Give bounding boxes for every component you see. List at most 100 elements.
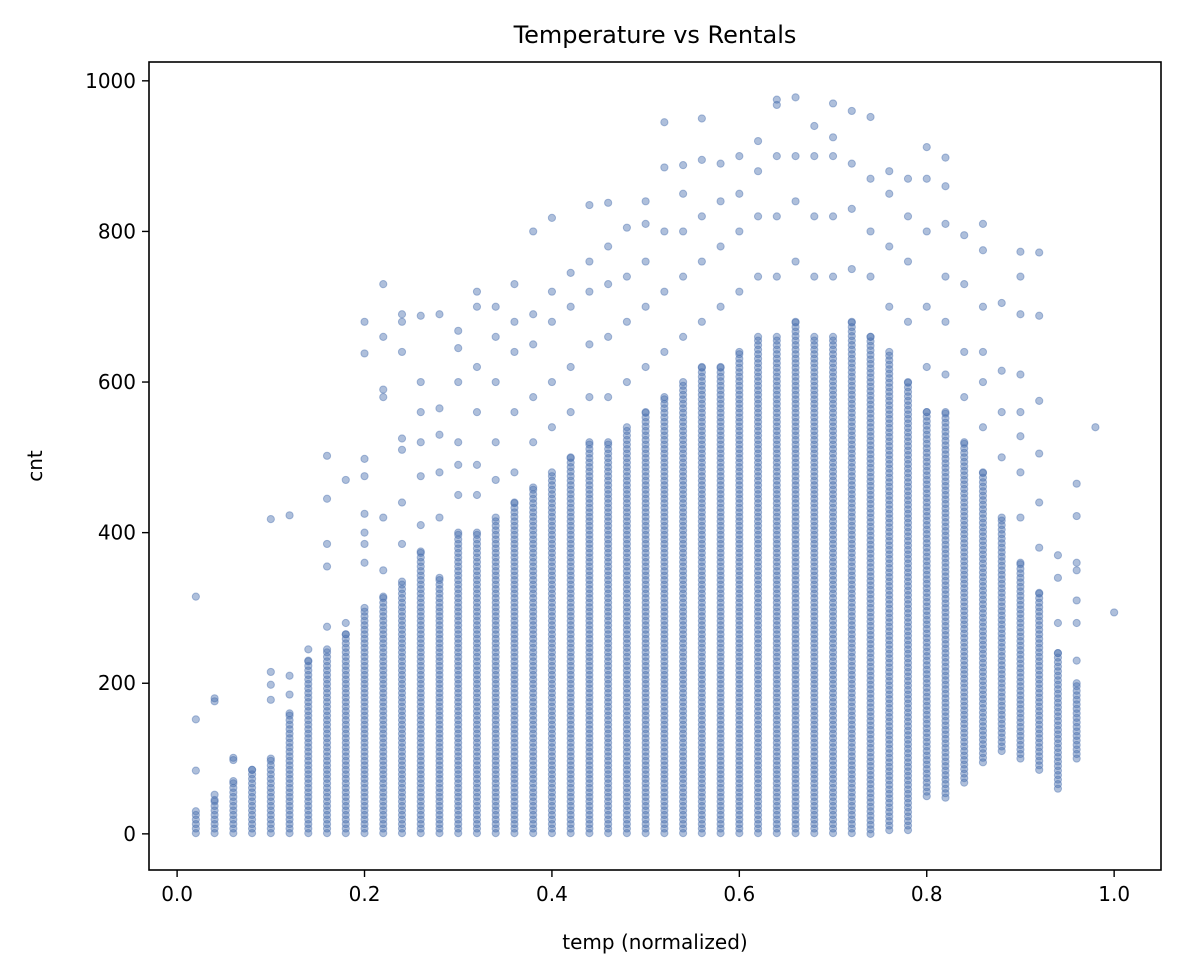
data-point bbox=[416, 547, 425, 556]
data-point bbox=[210, 801, 219, 811]
data-point bbox=[435, 774, 444, 783]
data-point bbox=[960, 347, 969, 357]
y-tick-label: 1000 bbox=[85, 69, 136, 93]
data-point bbox=[697, 362, 706, 372]
data-point bbox=[585, 438, 594, 447]
data-point bbox=[491, 801, 500, 811]
data-point bbox=[491, 688, 500, 698]
data-point bbox=[435, 657, 444, 666]
data-point bbox=[360, 670, 369, 680]
data-point bbox=[416, 702, 425, 711]
data-point bbox=[454, 815, 463, 824]
data-point bbox=[341, 675, 350, 684]
data-point bbox=[416, 729, 425, 738]
data-point bbox=[322, 707, 332, 716]
data-point bbox=[454, 707, 463, 716]
data-point bbox=[266, 824, 275, 833]
data-point bbox=[360, 779, 369, 788]
data-point bbox=[622, 317, 631, 326]
data-point bbox=[997, 408, 1006, 417]
data-point bbox=[885, 189, 894, 198]
data-point bbox=[379, 738, 388, 747]
data-point bbox=[397, 747, 407, 756]
data-point bbox=[360, 738, 369, 747]
data-point bbox=[454, 720, 463, 729]
data-point bbox=[828, 272, 838, 281]
data-point bbox=[304, 783, 313, 793]
data-point bbox=[472, 585, 482, 594]
data-point bbox=[941, 370, 950, 379]
data-point bbox=[360, 625, 369, 634]
data-point bbox=[529, 340, 538, 349]
data-point bbox=[491, 475, 500, 485]
data-point bbox=[454, 702, 463, 711]
data-point bbox=[379, 684, 388, 693]
data-point bbox=[472, 657, 482, 666]
data-point bbox=[454, 779, 463, 788]
data-point bbox=[604, 393, 613, 402]
data-point bbox=[322, 648, 332, 657]
data-point bbox=[472, 747, 482, 756]
data-point bbox=[1035, 588, 1044, 597]
data-point bbox=[285, 815, 294, 824]
data-point bbox=[978, 347, 988, 357]
data-point bbox=[435, 598, 444, 607]
data-point bbox=[472, 729, 482, 738]
data-point bbox=[304, 824, 313, 833]
data-point bbox=[491, 684, 500, 693]
data-point bbox=[247, 797, 257, 806]
data-point bbox=[529, 438, 538, 447]
data-point bbox=[472, 829, 482, 838]
data-point bbox=[1016, 558, 1025, 567]
y-tick-label: 400 bbox=[98, 521, 136, 545]
data-point bbox=[491, 734, 500, 743]
data-point bbox=[472, 819, 482, 829]
data-point bbox=[266, 514, 275, 524]
data-point bbox=[697, 212, 706, 221]
data-point bbox=[191, 766, 200, 775]
data-point bbox=[472, 607, 482, 616]
data-point bbox=[679, 272, 688, 281]
data-point bbox=[416, 815, 425, 824]
data-point bbox=[547, 468, 557, 477]
data-point bbox=[397, 625, 407, 634]
data-point bbox=[416, 761, 425, 770]
data-point bbox=[416, 566, 425, 576]
data-point bbox=[435, 824, 444, 833]
data-point bbox=[360, 806, 369, 815]
data-point bbox=[416, 580, 425, 589]
data-point bbox=[454, 580, 463, 589]
data-point bbox=[416, 603, 425, 612]
data-point bbox=[416, 625, 425, 634]
data-point bbox=[435, 765, 444, 774]
chart-title: Temperature vs Rentals bbox=[513, 21, 797, 49]
data-point bbox=[285, 797, 294, 806]
data-point bbox=[454, 634, 463, 643]
data-point bbox=[472, 625, 482, 634]
data-point bbox=[397, 347, 407, 357]
data-point bbox=[454, 528, 463, 537]
data-point bbox=[210, 815, 219, 824]
data-point bbox=[266, 801, 275, 811]
data-point bbox=[397, 815, 407, 824]
data-point bbox=[735, 287, 744, 296]
data-point bbox=[435, 815, 444, 824]
data-point bbox=[341, 756, 350, 765]
data-point bbox=[304, 725, 313, 734]
data-point bbox=[454, 693, 463, 702]
data-point bbox=[379, 670, 388, 680]
data-point bbox=[566, 453, 575, 462]
y-tick-label: 800 bbox=[98, 219, 136, 243]
data-point bbox=[903, 317, 913, 326]
data-point bbox=[360, 819, 369, 829]
data-point bbox=[379, 652, 388, 661]
data-point bbox=[472, 621, 482, 630]
data-point bbox=[491, 670, 500, 680]
data-point bbox=[397, 670, 407, 680]
data-point bbox=[210, 790, 219, 799]
data-point bbox=[341, 770, 350, 779]
data-point bbox=[210, 810, 219, 820]
data-point bbox=[285, 743, 294, 752]
data-point bbox=[266, 680, 275, 689]
data-point bbox=[247, 815, 257, 824]
